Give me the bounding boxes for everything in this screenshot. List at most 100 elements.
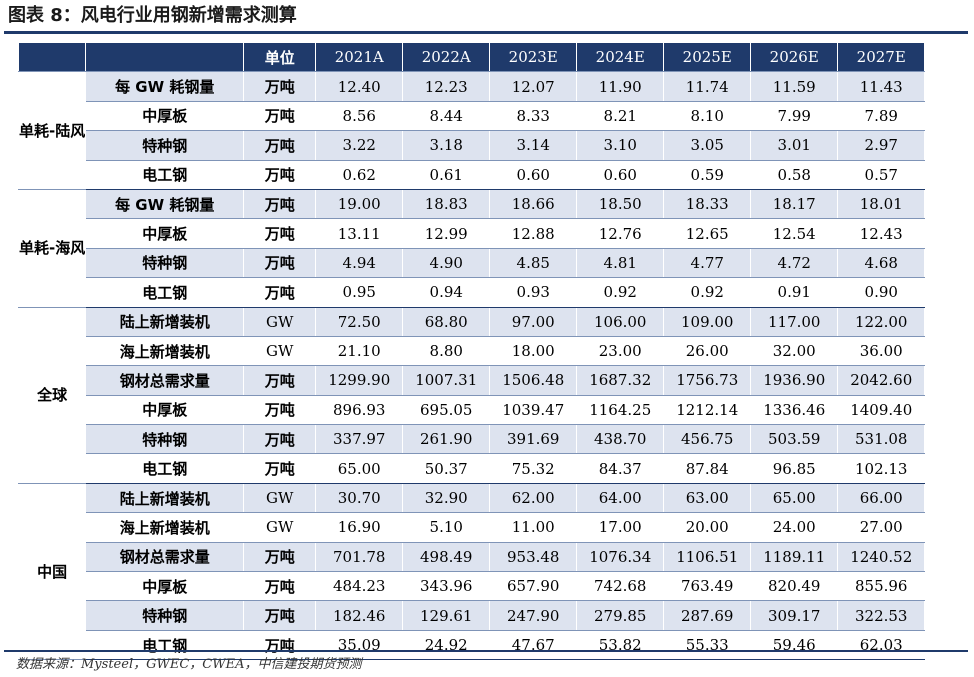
- value-cell: 3.18: [402, 130, 491, 161]
- value-cell: 503.59: [750, 424, 839, 455]
- row-unit: 万吨: [243, 101, 317, 132]
- table-row: 特种钢 万吨 182.46 129.61 247.90 279.85 287.69 309.1…: [19, 600, 926, 631]
- value-cell: 4.68: [837, 248, 926, 279]
- header-year: 2022A: [402, 43, 491, 73]
- value-cell: 12.40: [315, 71, 404, 102]
- value-cell: 12.43: [837, 218, 926, 249]
- source-note: 数据来源：Mysteel，GWEC，CWEA，中信建投期货预测: [16, 657, 362, 672]
- row-item: 中厚板: [85, 101, 245, 132]
- value-cell: 0.92: [663, 277, 752, 308]
- table-row: 单耗-海风每 GW 耗钢量 万吨 19.00 18.83 18.66 18.50 18.33…: [17, 189, 926, 308]
- value-cell: 1039.47: [489, 395, 578, 426]
- value-cell: 11.43: [837, 71, 926, 102]
- value-cell: 11.90: [576, 71, 665, 102]
- row-unit: GW: [243, 336, 317, 367]
- value-cell: 23.00: [576, 336, 665, 367]
- value-cell: 12.07: [489, 71, 578, 102]
- value-cell: 12.23: [402, 71, 491, 102]
- value-cell: 3.01: [750, 130, 839, 161]
- value-cell: 97.00: [489, 307, 578, 337]
- header-year: 2027E: [837, 43, 926, 73]
- value-cell: 64.00: [576, 483, 665, 514]
- value-cell: 0.60: [489, 160, 578, 190]
- value-cell: 8.44: [402, 101, 491, 132]
- group-label: 单耗-海风: [17, 189, 87, 308]
- value-cell: 18.00: [489, 336, 578, 367]
- value-cell: 13.11: [315, 218, 404, 249]
- value-cell: 17.00: [576, 512, 665, 543]
- row-unit: GW: [243, 483, 317, 514]
- value-cell: 66.00: [837, 483, 926, 514]
- value-cell: 4.94: [315, 248, 404, 279]
- value-cell: 1240.52: [837, 542, 926, 573]
- row-unit: 万吨: [243, 71, 317, 102]
- row-unit: 万吨: [243, 571, 317, 602]
- row-unit: 万吨: [243, 130, 317, 161]
- value-cell: 62.00: [489, 483, 578, 514]
- value-cell: 84.37: [576, 453, 665, 484]
- row-item: 电工钢: [85, 160, 245, 190]
- value-cell: 87.84: [663, 453, 752, 484]
- header-year: 2024E: [576, 43, 665, 73]
- table-row: 中厚板 万吨 13.11 12.99 12.88 12.76 12.65 12.54 12.43: [19, 218, 926, 249]
- value-cell: 3.22: [315, 130, 404, 161]
- row-unit: 万吨: [243, 189, 317, 220]
- row-item: 电工钢: [85, 630, 245, 661]
- value-cell: 11.59: [750, 71, 839, 102]
- row-item: 特种钢: [85, 600, 245, 631]
- value-cell: 65.00: [750, 483, 839, 514]
- row-unit: 万吨: [243, 424, 317, 455]
- table-row: 海上新增装机 GW 21.10 8.80 18.00 23.00 26.00 32.00 36.…: [19, 336, 926, 367]
- value-cell: 8.21: [576, 101, 665, 132]
- value-cell: 18.33: [663, 189, 752, 220]
- row-item: 每 GW 耗钢量: [85, 71, 245, 102]
- value-cell: 12.99: [402, 218, 491, 249]
- row-item: 陆上新增装机: [85, 307, 245, 337]
- table-row: 中厚板 万吨 8.56 8.44 8.33 8.21 8.10 7.99 7.89: [19, 101, 926, 132]
- value-cell: 32.00: [750, 336, 839, 367]
- row-item: 海上新增装机: [85, 336, 245, 367]
- value-cell: 50.37: [402, 453, 491, 484]
- row-unit: GW: [243, 307, 317, 337]
- value-cell: 12.88: [489, 218, 578, 249]
- group-label: 中国: [17, 483, 87, 661]
- value-cell: 309.17: [750, 600, 839, 631]
- value-cell: 11.00: [489, 512, 578, 543]
- value-cell: 2.97: [837, 130, 926, 161]
- value-cell: 3.14: [489, 130, 578, 161]
- row-unit: 万吨: [243, 453, 317, 484]
- value-cell: 1007.31: [402, 365, 491, 396]
- value-cell: 72.50: [315, 307, 404, 337]
- row-item: 电工钢: [85, 277, 245, 308]
- value-cell: 0.60: [576, 160, 665, 190]
- value-cell: 322.53: [837, 600, 926, 631]
- row-unit: 万吨: [243, 395, 317, 426]
- footer-rule: [4, 650, 968, 652]
- value-cell: 953.48: [489, 542, 578, 573]
- value-cell: 12.76: [576, 218, 665, 249]
- value-cell: 0.58: [750, 160, 839, 190]
- value-cell: 129.61: [402, 600, 491, 631]
- value-cell: 18.01: [837, 189, 926, 220]
- table-row: 单耗-陆风每 GW 耗钢量 万吨 12.40 12.23 12.07 11.90 11.74…: [17, 71, 926, 190]
- value-cell: 0.57: [837, 160, 926, 190]
- row-unit: 万吨: [243, 218, 317, 249]
- header-group-corner: [17, 43, 87, 73]
- value-cell: 7.89: [837, 101, 926, 132]
- header-item-corner: [85, 43, 245, 73]
- row-item: 陆上新增装机: [85, 483, 245, 514]
- value-cell: 261.90: [402, 424, 491, 455]
- title-rule: [4, 31, 968, 34]
- table-row: 钢材总需求量 万吨 1299.90 1007.31 1506.48 1687.32 1756…: [19, 365, 926, 396]
- row-item: 每 GW 耗钢量: [85, 189, 245, 220]
- row-item: 钢材总需求量: [85, 365, 245, 396]
- value-cell: 47.67: [489, 630, 578, 661]
- header-unit: 单位: [243, 43, 317, 73]
- value-cell: 1756.73: [663, 365, 752, 396]
- table-row: 电工钢 万吨 35.09 24.92 47.67 53.82 55.33 59.46 62.03: [19, 630, 926, 661]
- value-cell: 106.00: [576, 307, 665, 337]
- value-cell: 1336.46: [750, 395, 839, 426]
- row-item: 海上新增装机: [85, 512, 245, 543]
- value-cell: 657.90: [489, 571, 578, 602]
- table-row: 钢材总需求量 万吨 701.78 498.49 953.48 1076.34 1106.51…: [19, 542, 926, 573]
